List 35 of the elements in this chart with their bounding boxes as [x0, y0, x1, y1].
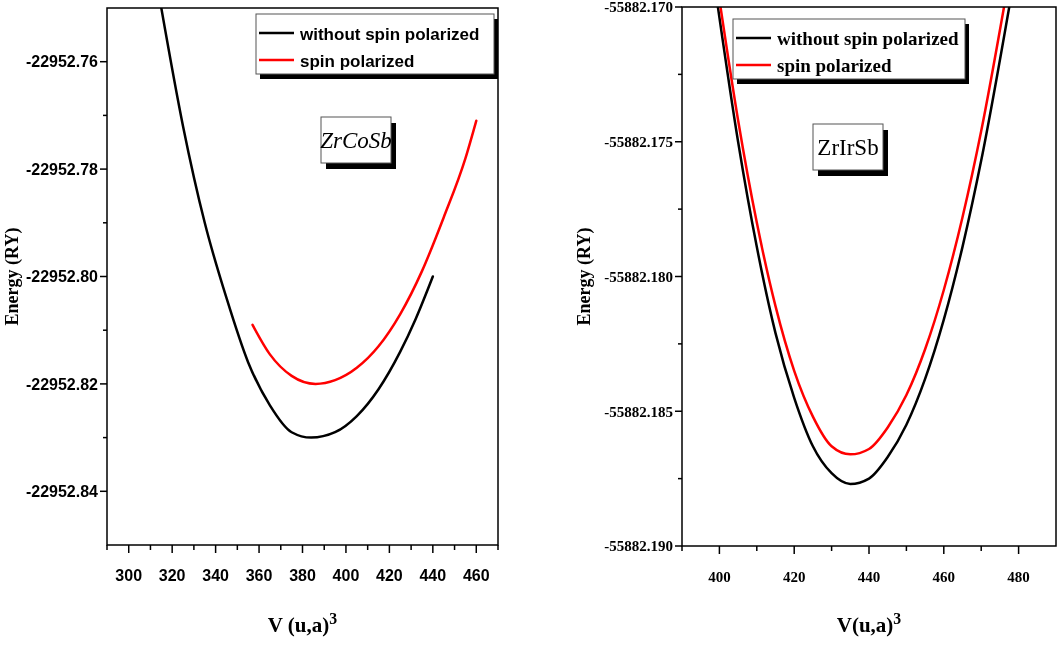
y-tick-label: -55882.175 — [604, 134, 673, 150]
x-axis-title: V(u,a)$^{3}$ — [836, 609, 902, 637]
y-tick-label: -55882.190 — [604, 538, 673, 555]
x-tick-label: 420 — [782, 569, 806, 585]
x-tick-label: 440 — [419, 567, 447, 584]
y-tick-label: -55882.185 — [604, 403, 673, 420]
annotation: ZrCoSb — [320, 128, 392, 153]
x-tick-label: 440 — [857, 569, 881, 585]
legend-label: spin polarized — [300, 52, 415, 71]
x-tick-label: 340 — [202, 567, 230, 584]
y-tick-label: -22952.76 — [25, 53, 99, 71]
legend-label: without spin polarized — [299, 25, 480, 44]
x-tick-label: 460 — [932, 569, 956, 585]
x-tick-label: 400 — [708, 569, 731, 585]
x-tick-label: 480 — [1007, 569, 1030, 585]
annotation: ZrIrSb — [817, 135, 879, 160]
legend-label: without spin polarized — [777, 28, 960, 49]
y-tick-label: -55882.180 — [604, 268, 673, 285]
legend-label: spin polarized — [777, 55, 892, 76]
y-tick-label: -22952.78 — [25, 160, 99, 178]
x-tick-label: 360 — [245, 567, 273, 584]
line-series — [251, 119, 478, 386]
x-tick-label: 380 — [289, 567, 316, 584]
y-tick-label: -22952.80 — [25, 268, 99, 286]
x-tick-label: 460 — [462, 567, 490, 584]
y-tick-label: -22952.84 — [25, 482, 99, 500]
x-tick-label: 320 — [158, 567, 186, 584]
y-tick-label: -55882.170 — [604, 0, 673, 16]
x-tick-label: 300 — [115, 567, 143, 584]
x-axis-title: V (u,a)$^{3}$ — [267, 609, 338, 637]
x-tick-label: 420 — [376, 567, 403, 584]
y-axis-title: Energy (RY) — [574, 227, 595, 326]
x-tick-label: 400 — [332, 567, 360, 584]
y-tick-label: -22952.82 — [25, 375, 99, 393]
y-axis-title: Energy (RY) — [2, 227, 23, 326]
